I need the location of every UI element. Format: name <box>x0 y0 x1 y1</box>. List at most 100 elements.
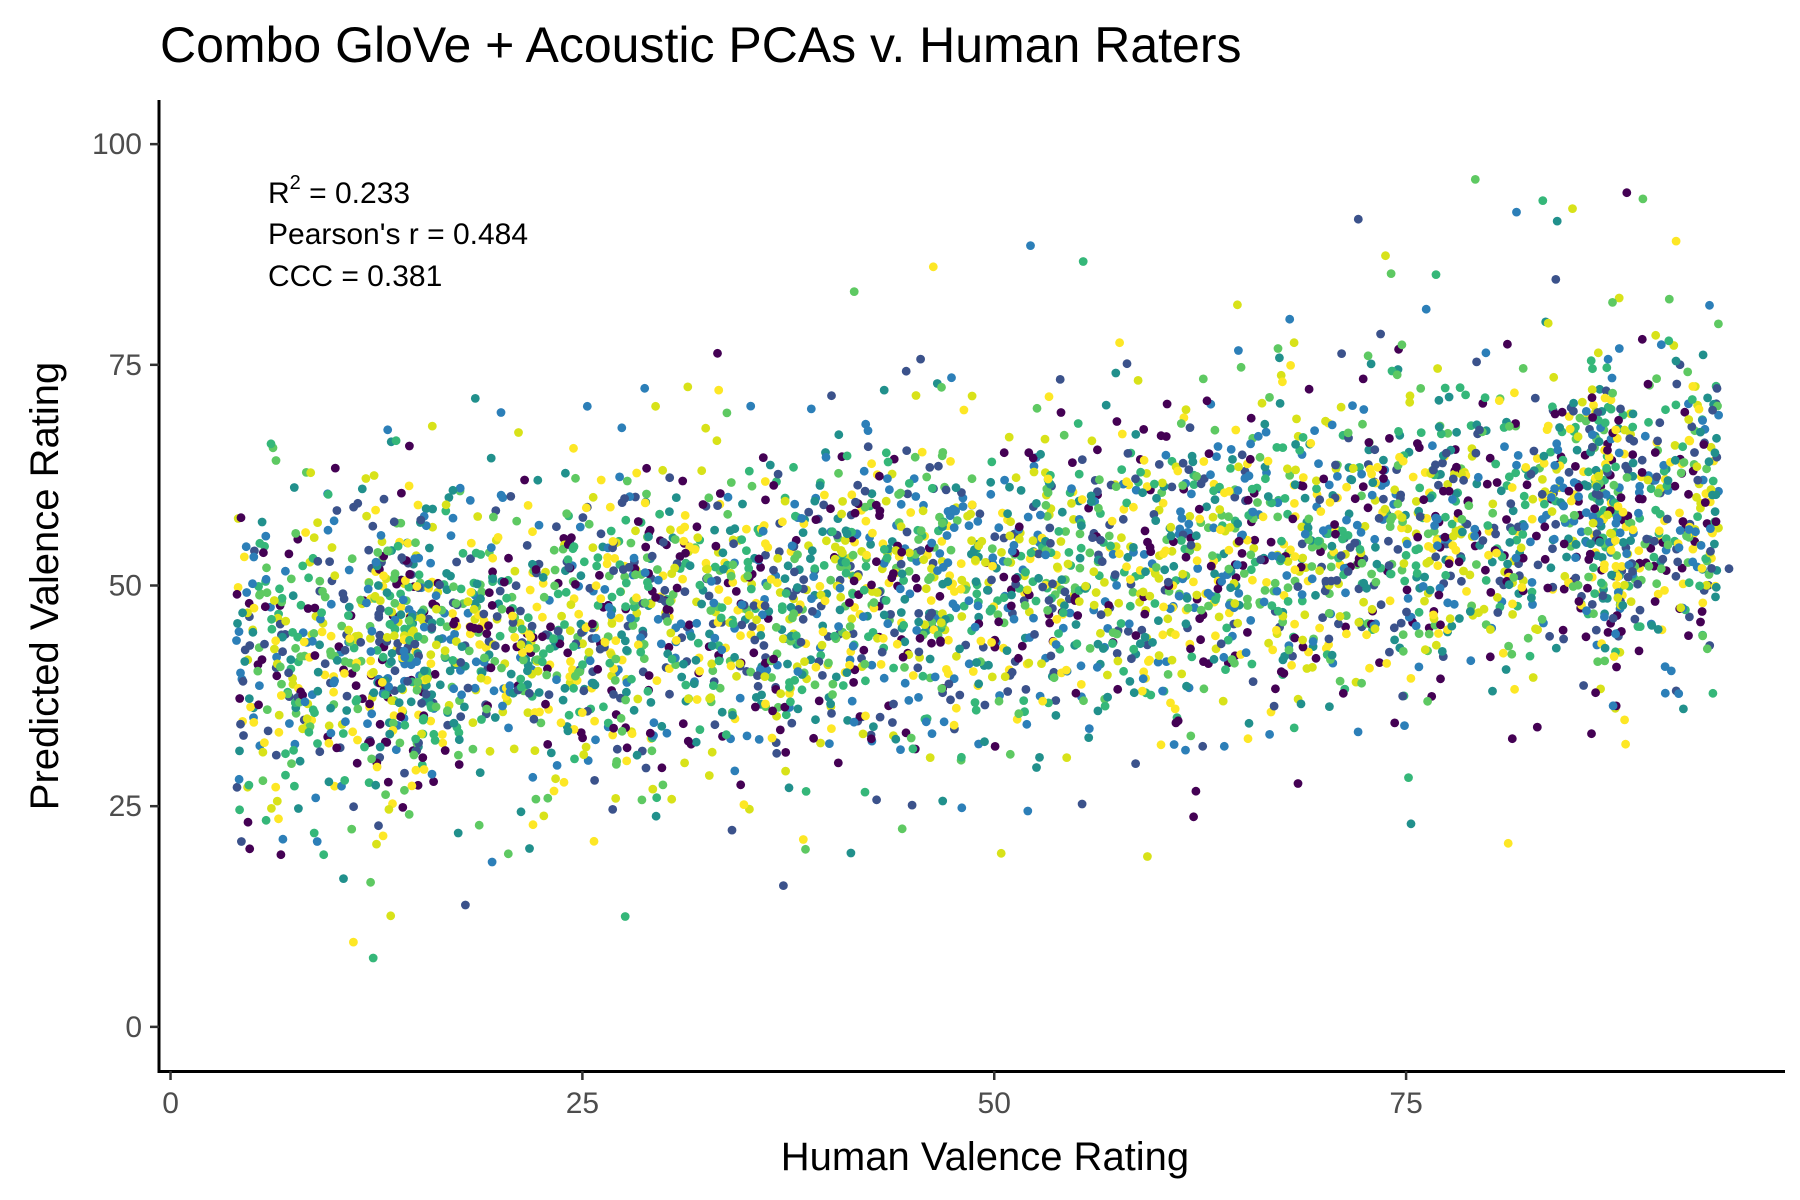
scatter-point <box>1457 576 1466 586</box>
scatter-point <box>1343 567 1353 576</box>
scatter-point <box>907 800 917 810</box>
scatter-point <box>1485 652 1495 662</box>
scatter-point <box>591 735 600 745</box>
scatter-point <box>1336 402 1346 412</box>
scatter-point <box>1335 612 1345 621</box>
scatter-point <box>361 474 371 483</box>
scatter-point <box>1461 390 1470 400</box>
scatter-point <box>1081 581 1090 591</box>
scatter-point <box>711 541 721 551</box>
scatter-point <box>621 578 631 588</box>
scatter-point <box>1208 551 1217 561</box>
scatter-point <box>1505 421 1514 431</box>
scatter-point <box>1588 512 1598 521</box>
scatter-point <box>344 602 354 612</box>
scatter-point <box>622 756 632 766</box>
scatter-point <box>826 575 836 585</box>
scatter-point <box>1404 773 1413 782</box>
scatter-point <box>621 695 630 705</box>
scatter-point <box>382 633 392 642</box>
scatter-point <box>1122 477 1131 487</box>
scatter-point <box>1687 395 1697 404</box>
scatter-point <box>1073 611 1083 620</box>
scatter-point <box>426 716 436 726</box>
scatter-point <box>894 490 903 499</box>
scatter-point <box>769 654 778 664</box>
scatter-point <box>1290 499 1299 508</box>
scatter-point <box>1564 486 1574 496</box>
scatter-point <box>1177 514 1187 523</box>
scatter-point <box>1688 557 1698 567</box>
scatter-point <box>1247 484 1257 494</box>
scatter-point <box>375 630 385 640</box>
scatter-point <box>1145 591 1155 601</box>
scatter-point <box>883 619 893 629</box>
scatter-point <box>790 499 800 509</box>
scatter-point <box>1379 494 1388 504</box>
scatter-point <box>375 742 385 752</box>
scatter-point <box>310 603 320 613</box>
scatter-point <box>1119 666 1128 676</box>
scatter-point <box>622 687 631 697</box>
scatter-point <box>866 734 876 744</box>
scatter-point <box>1367 569 1376 579</box>
scatter-point <box>1459 566 1468 576</box>
scatter-point <box>400 652 410 662</box>
scatter-point <box>758 610 767 620</box>
scatter-point <box>1182 593 1192 603</box>
scatter-point <box>951 506 960 516</box>
scatter-point <box>776 689 786 699</box>
scatter-point <box>1696 541 1706 550</box>
scatter-point <box>1385 647 1394 657</box>
scatter-point <box>1393 499 1403 509</box>
scatter-point <box>1359 597 1368 607</box>
scatter-point <box>806 554 815 563</box>
scatter-point <box>858 612 868 622</box>
scatter-point <box>451 599 461 608</box>
scatter-point <box>1438 458 1447 468</box>
scatter-point <box>1170 704 1180 714</box>
scatter-point <box>1244 718 1254 728</box>
scatter-point <box>904 479 914 488</box>
scatter-point <box>1518 364 1528 373</box>
scatter-point <box>1651 505 1661 515</box>
scatter-point <box>578 639 587 649</box>
scatter-point <box>448 513 458 523</box>
scatter-point <box>477 715 486 724</box>
scatter-point <box>1283 557 1293 566</box>
scatter-point <box>1300 529 1310 539</box>
scatter-point <box>1202 396 1212 406</box>
scatter-point <box>759 641 769 650</box>
scatter-point <box>276 691 286 700</box>
scatter-point <box>1687 422 1697 432</box>
scatter-point <box>1222 623 1232 633</box>
scatter-point <box>1298 553 1308 563</box>
scatter-point <box>235 746 244 756</box>
scatter-point <box>943 507 953 516</box>
scatter-point <box>1579 681 1588 690</box>
scatter-point <box>414 553 424 563</box>
scatter-point <box>1590 504 1600 514</box>
scatter-point <box>777 605 787 615</box>
scatter-point <box>310 708 319 718</box>
scatter-point <box>1186 731 1196 741</box>
scatter-point <box>980 737 989 747</box>
scatter-point <box>1470 524 1480 534</box>
scatter-point <box>1003 557 1013 567</box>
scatter-point <box>887 573 897 583</box>
points-layer <box>232 175 1734 963</box>
scatter-point <box>1390 718 1400 728</box>
scatter-point <box>1312 484 1321 494</box>
scatter-point <box>477 587 487 597</box>
scatter-point <box>1611 519 1621 528</box>
scatter-point <box>1131 631 1141 640</box>
scatter-point <box>1243 628 1252 637</box>
scatter-point <box>1178 458 1188 468</box>
scatter-point <box>728 710 737 720</box>
scatter-point <box>1117 429 1127 439</box>
scatter-point <box>643 578 652 587</box>
scatter-point <box>1138 488 1147 498</box>
scatter-point <box>1138 587 1148 597</box>
scatter-point <box>671 636 681 645</box>
scatter-point <box>542 670 552 680</box>
